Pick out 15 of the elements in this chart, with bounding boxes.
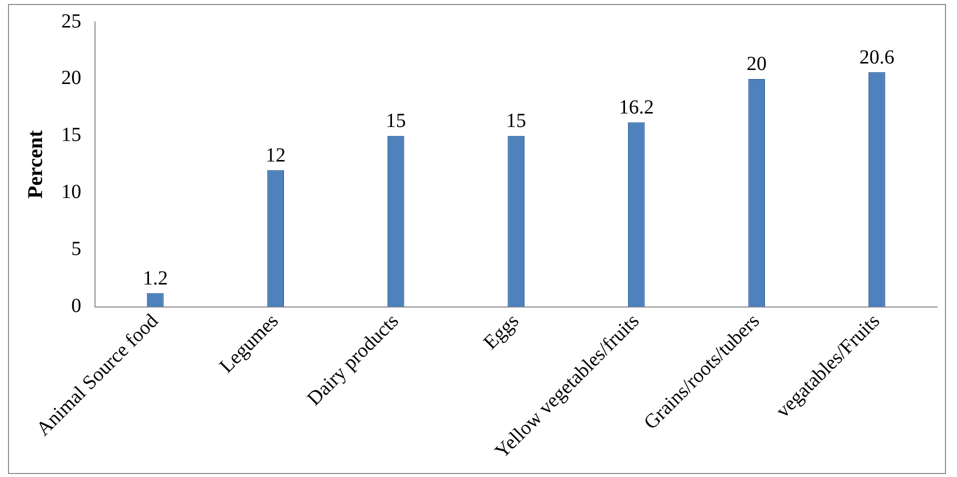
y-axis-title: Percent bbox=[23, 130, 48, 199]
y-tick-label: 0 bbox=[71, 295, 82, 318]
data-label: 12 bbox=[266, 144, 286, 166]
data-label: 15 bbox=[386, 110, 406, 132]
y-tick-label: 15 bbox=[61, 124, 82, 146]
y-tick-label: 25 bbox=[61, 10, 82, 32]
data-label: 15 bbox=[506, 110, 526, 132]
data-label: 20.6 bbox=[859, 46, 894, 68]
y-tick-label: 5 bbox=[71, 238, 82, 260]
y-tick-label: 20 bbox=[61, 67, 82, 90]
data-label: 16.2 bbox=[618, 96, 654, 119]
data-label: 1.2 bbox=[142, 267, 168, 290]
data-label: 20 bbox=[746, 53, 767, 76]
y-tick-label: 10 bbox=[61, 181, 82, 204]
x-tick-label: Eggs bbox=[480, 310, 524, 354]
